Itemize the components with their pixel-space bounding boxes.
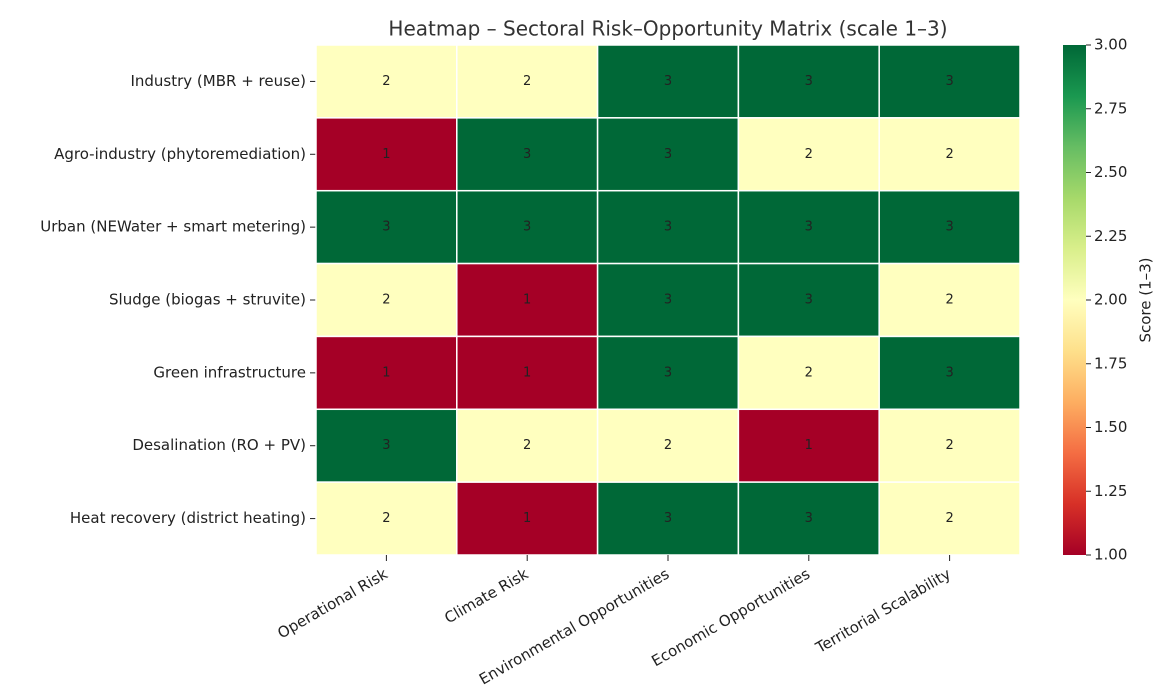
cell-label: 2 — [945, 147, 953, 162]
cell-label: 1 — [523, 293, 531, 308]
colorbar-tick-label: 1.75 — [1094, 354, 1127, 372]
colorbar-tick-label: 2.00 — [1094, 291, 1127, 309]
colorbar-tick-label: 1.00 — [1094, 546, 1127, 564]
heatmap-cell — [596, 189, 740, 265]
heatmap-cell — [737, 262, 880, 338]
heatmap-cell — [456, 189, 599, 265]
cell-label: 1 — [523, 511, 531, 526]
heatmap-cell — [456, 117, 599, 192]
chart-title: Heatmap – Sectoral Risk–Opportunity Matr… — [388, 17, 947, 41]
heatmap-cell — [878, 189, 1021, 265]
heatmap-cell — [315, 117, 458, 192]
y-tick-label: Sludge (biogas + struvite) — [109, 291, 306, 309]
y-tick-label: Heat recovery (district heating) — [70, 509, 306, 527]
cell-label: 3 — [523, 147, 531, 162]
cell-label: 1 — [805, 438, 813, 453]
heatmap-cell — [878, 408, 1021, 483]
heatmap-cell — [878, 44, 1021, 119]
y-tick-label: Green infrastructure — [153, 363, 306, 381]
y-tick-label: Desalination (RO + PV) — [132, 436, 306, 454]
x-tick-label: Climate Risk — [441, 565, 531, 628]
cell-label: 3 — [945, 74, 953, 89]
cell-label: 3 — [664, 147, 672, 162]
cell-label: 3 — [945, 365, 953, 380]
cell-label: 1 — [523, 365, 531, 380]
heatmap-cell — [596, 262, 740, 338]
cell-label: 3 — [523, 220, 531, 235]
colorbar — [1063, 45, 1086, 555]
cell-label: 2 — [805, 365, 813, 380]
y-tick-label: Agro-industry (phytoremediation) — [54, 145, 306, 163]
cell-label: 1 — [382, 147, 390, 162]
cell-label: 3 — [805, 220, 813, 235]
cell-label: 2 — [523, 74, 531, 89]
cell-label: 3 — [382, 438, 390, 453]
y-tick-label: Industry (MBR + reuse) — [130, 72, 306, 90]
y-tick-label: Urban (NEWater + smart metering) — [40, 218, 306, 236]
cell-label: 1 — [382, 365, 390, 380]
colorbar-tick-label: 1.50 — [1094, 418, 1127, 436]
cell-label: 3 — [664, 365, 672, 380]
cell-label: 2 — [664, 438, 672, 453]
cell-label: 2 — [382, 74, 390, 89]
heatmap-cell — [456, 408, 599, 483]
cell-label: 2 — [805, 147, 813, 162]
x-tick-label: Economic Opportunities — [648, 565, 813, 671]
colorbar-tick-label: 3.00 — [1094, 36, 1127, 54]
heatmap-cell — [878, 262, 1021, 338]
heatmap-cell — [596, 481, 740, 556]
cell-label: 2 — [945, 293, 953, 308]
cell-label: 2 — [382, 511, 390, 526]
heatmap-cell — [737, 335, 880, 411]
heatmap-cell — [737, 481, 880, 556]
heatmap-cell — [878, 335, 1021, 411]
colorbar-tick-label: 2.75 — [1094, 99, 1127, 117]
heatmap-cell — [315, 335, 458, 411]
cell-label: 3 — [664, 293, 672, 308]
cell-label: 2 — [945, 438, 953, 453]
cell-label: 2 — [523, 438, 531, 453]
cell-label: 2 — [945, 511, 953, 526]
colorbar-label: Score (1–3) — [1137, 257, 1155, 342]
x-tick-label: Territorial Scalability — [812, 565, 954, 658]
x-tick-label: Operational Risk — [274, 565, 391, 643]
colorbar-tick-label: 2.25 — [1094, 227, 1127, 245]
cell-label: 3 — [664, 74, 672, 89]
heatmap-cell — [456, 481, 599, 556]
colorbar-tick-label: 1.25 — [1094, 482, 1127, 500]
cell-label: 3 — [805, 293, 813, 308]
heatmap-cell — [878, 117, 1021, 192]
cell-label: 3 — [664, 220, 672, 235]
cell-label: 3 — [805, 74, 813, 89]
cell-label: 3 — [805, 511, 813, 526]
heatmap-cell — [737, 189, 880, 265]
heatmap-cell — [596, 408, 740, 483]
cell-label: 3 — [664, 511, 672, 526]
cell-label: 3 — [945, 220, 953, 235]
heatmap-cell — [456, 335, 599, 411]
heatmap-cell — [315, 408, 458, 483]
cell-label: 2 — [382, 293, 390, 308]
heatmap-cell — [456, 44, 599, 119]
cell-label: 3 — [382, 220, 390, 235]
colorbar-tick-label: 2.50 — [1094, 163, 1127, 181]
